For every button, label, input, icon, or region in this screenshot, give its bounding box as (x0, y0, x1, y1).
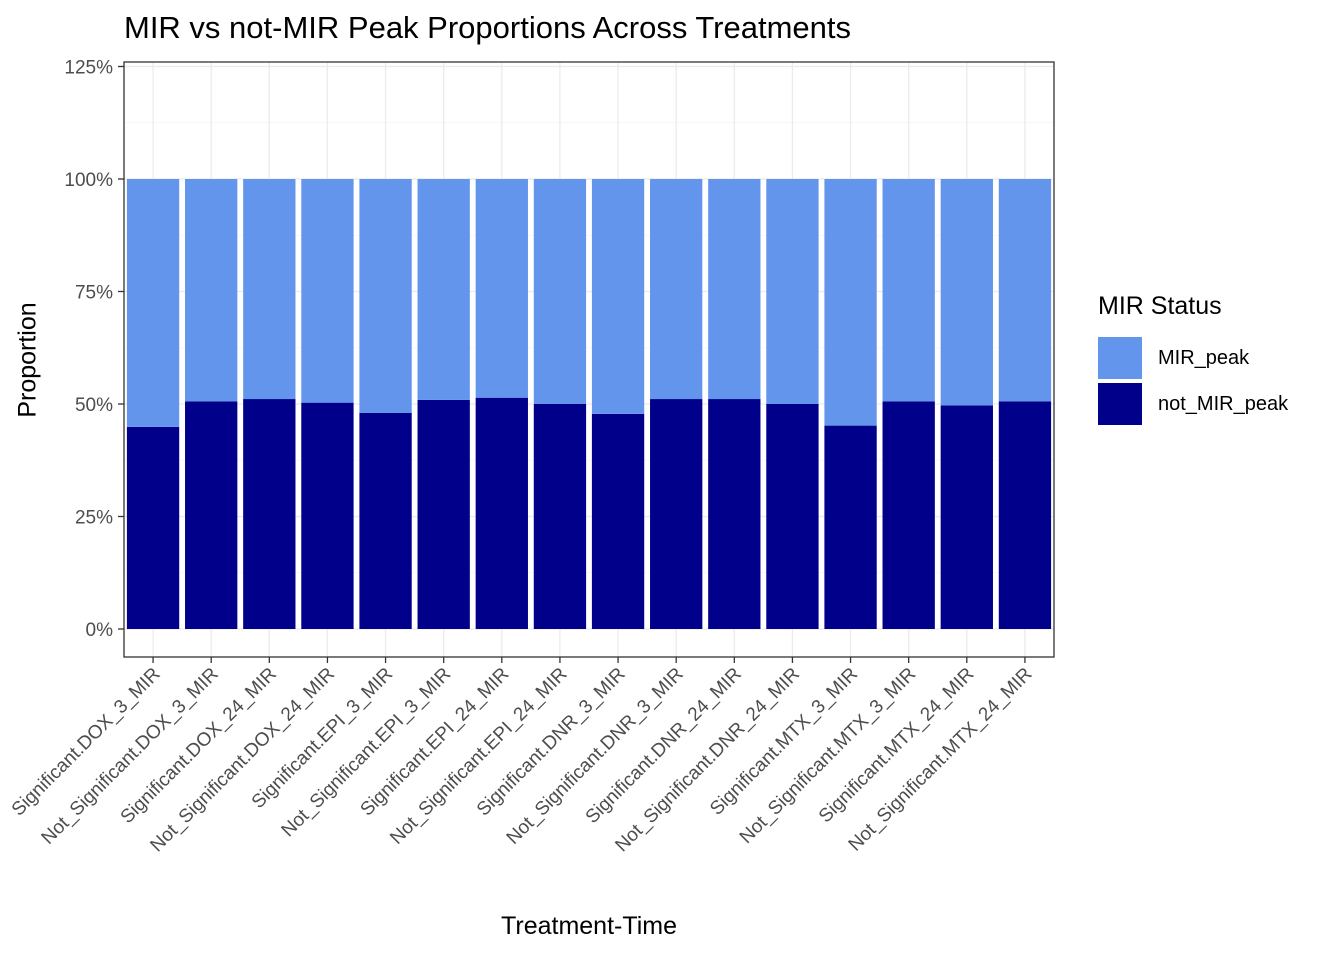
y-tick-label: 75% (75, 283, 113, 304)
legend-title: MIR Status (1098, 292, 1222, 320)
bar-not-mir-peak (301, 402, 354, 629)
bar-mir-peak (533, 179, 587, 404)
legend: MIR Status MIR_peak not_MIR_peak (1098, 292, 1288, 427)
bar-mir-peak (359, 179, 412, 413)
bar-mir-peak (882, 179, 935, 402)
legend-swatch-mir-peak (1098, 337, 1142, 379)
bar-mir-peak (301, 179, 354, 403)
bar-mir-peak (650, 179, 703, 400)
bar-not-mir-peak (417, 399, 470, 629)
bar-mir-peak (998, 179, 1052, 402)
bar-not-mir-peak (940, 405, 993, 629)
bar-mir-peak (591, 179, 645, 414)
bar-not-mir-peak (766, 404, 819, 629)
bar-not-mir-peak (824, 425, 877, 629)
bar-mir-peak (766, 179, 819, 404)
bar-not-mir-peak (359, 413, 412, 629)
legend-item-mir-peak: MIR_peak (1098, 335, 1288, 381)
bar-mir-peak (475, 179, 528, 398)
legend-item-not-mir-peak: not_MIR_peak (1098, 381, 1288, 427)
bars (126, 179, 1052, 629)
bar-mir-peak (243, 179, 296, 400)
bar-not-mir-peak (475, 397, 528, 629)
x-axis: Significant.DOX_3_MIRNot_Significant.DOX… (8, 657, 1036, 856)
bar-mir-peak (940, 179, 993, 406)
bar-not-mir-peak (243, 399, 296, 629)
bar-not-mir-peak (708, 399, 761, 629)
bar-mir-peak (126, 179, 180, 427)
y-tick-label: 100% (64, 170, 113, 191)
y-axis: 0% 25% 50% 75% 100% 125% (64, 58, 124, 641)
y-tick-label: 25% (75, 508, 113, 529)
legend-swatch-not-mir-peak (1098, 383, 1142, 425)
bar-mir-peak (824, 179, 877, 426)
bar-not-mir-peak (998, 401, 1052, 629)
chart-title: MIR vs not-MIR Peak Proportions Across T… (124, 10, 852, 45)
bar-not-mir-peak (533, 404, 587, 629)
bar-mir-peak (708, 179, 761, 400)
legend-label-mir-peak: MIR_peak (1158, 346, 1250, 369)
bar-not-mir-peak (591, 413, 645, 629)
x-axis-label: Treatment-Time (501, 912, 677, 940)
panel-border (123, 61, 1055, 658)
bar-not-mir-peak (185, 401, 238, 629)
bar-mir-peak (417, 179, 470, 400)
y-tick-label: 0% (86, 620, 114, 641)
bar-not-mir-peak (882, 401, 935, 629)
bar-not-mir-peak (126, 426, 180, 629)
bar-mir-peak (185, 179, 238, 402)
y-tick-label: 125% (64, 58, 113, 79)
bar-not-mir-peak (650, 399, 703, 629)
y-tick-label: 50% (75, 395, 113, 416)
legend-label-not-mir-peak: not_MIR_peak (1158, 392, 1289, 415)
